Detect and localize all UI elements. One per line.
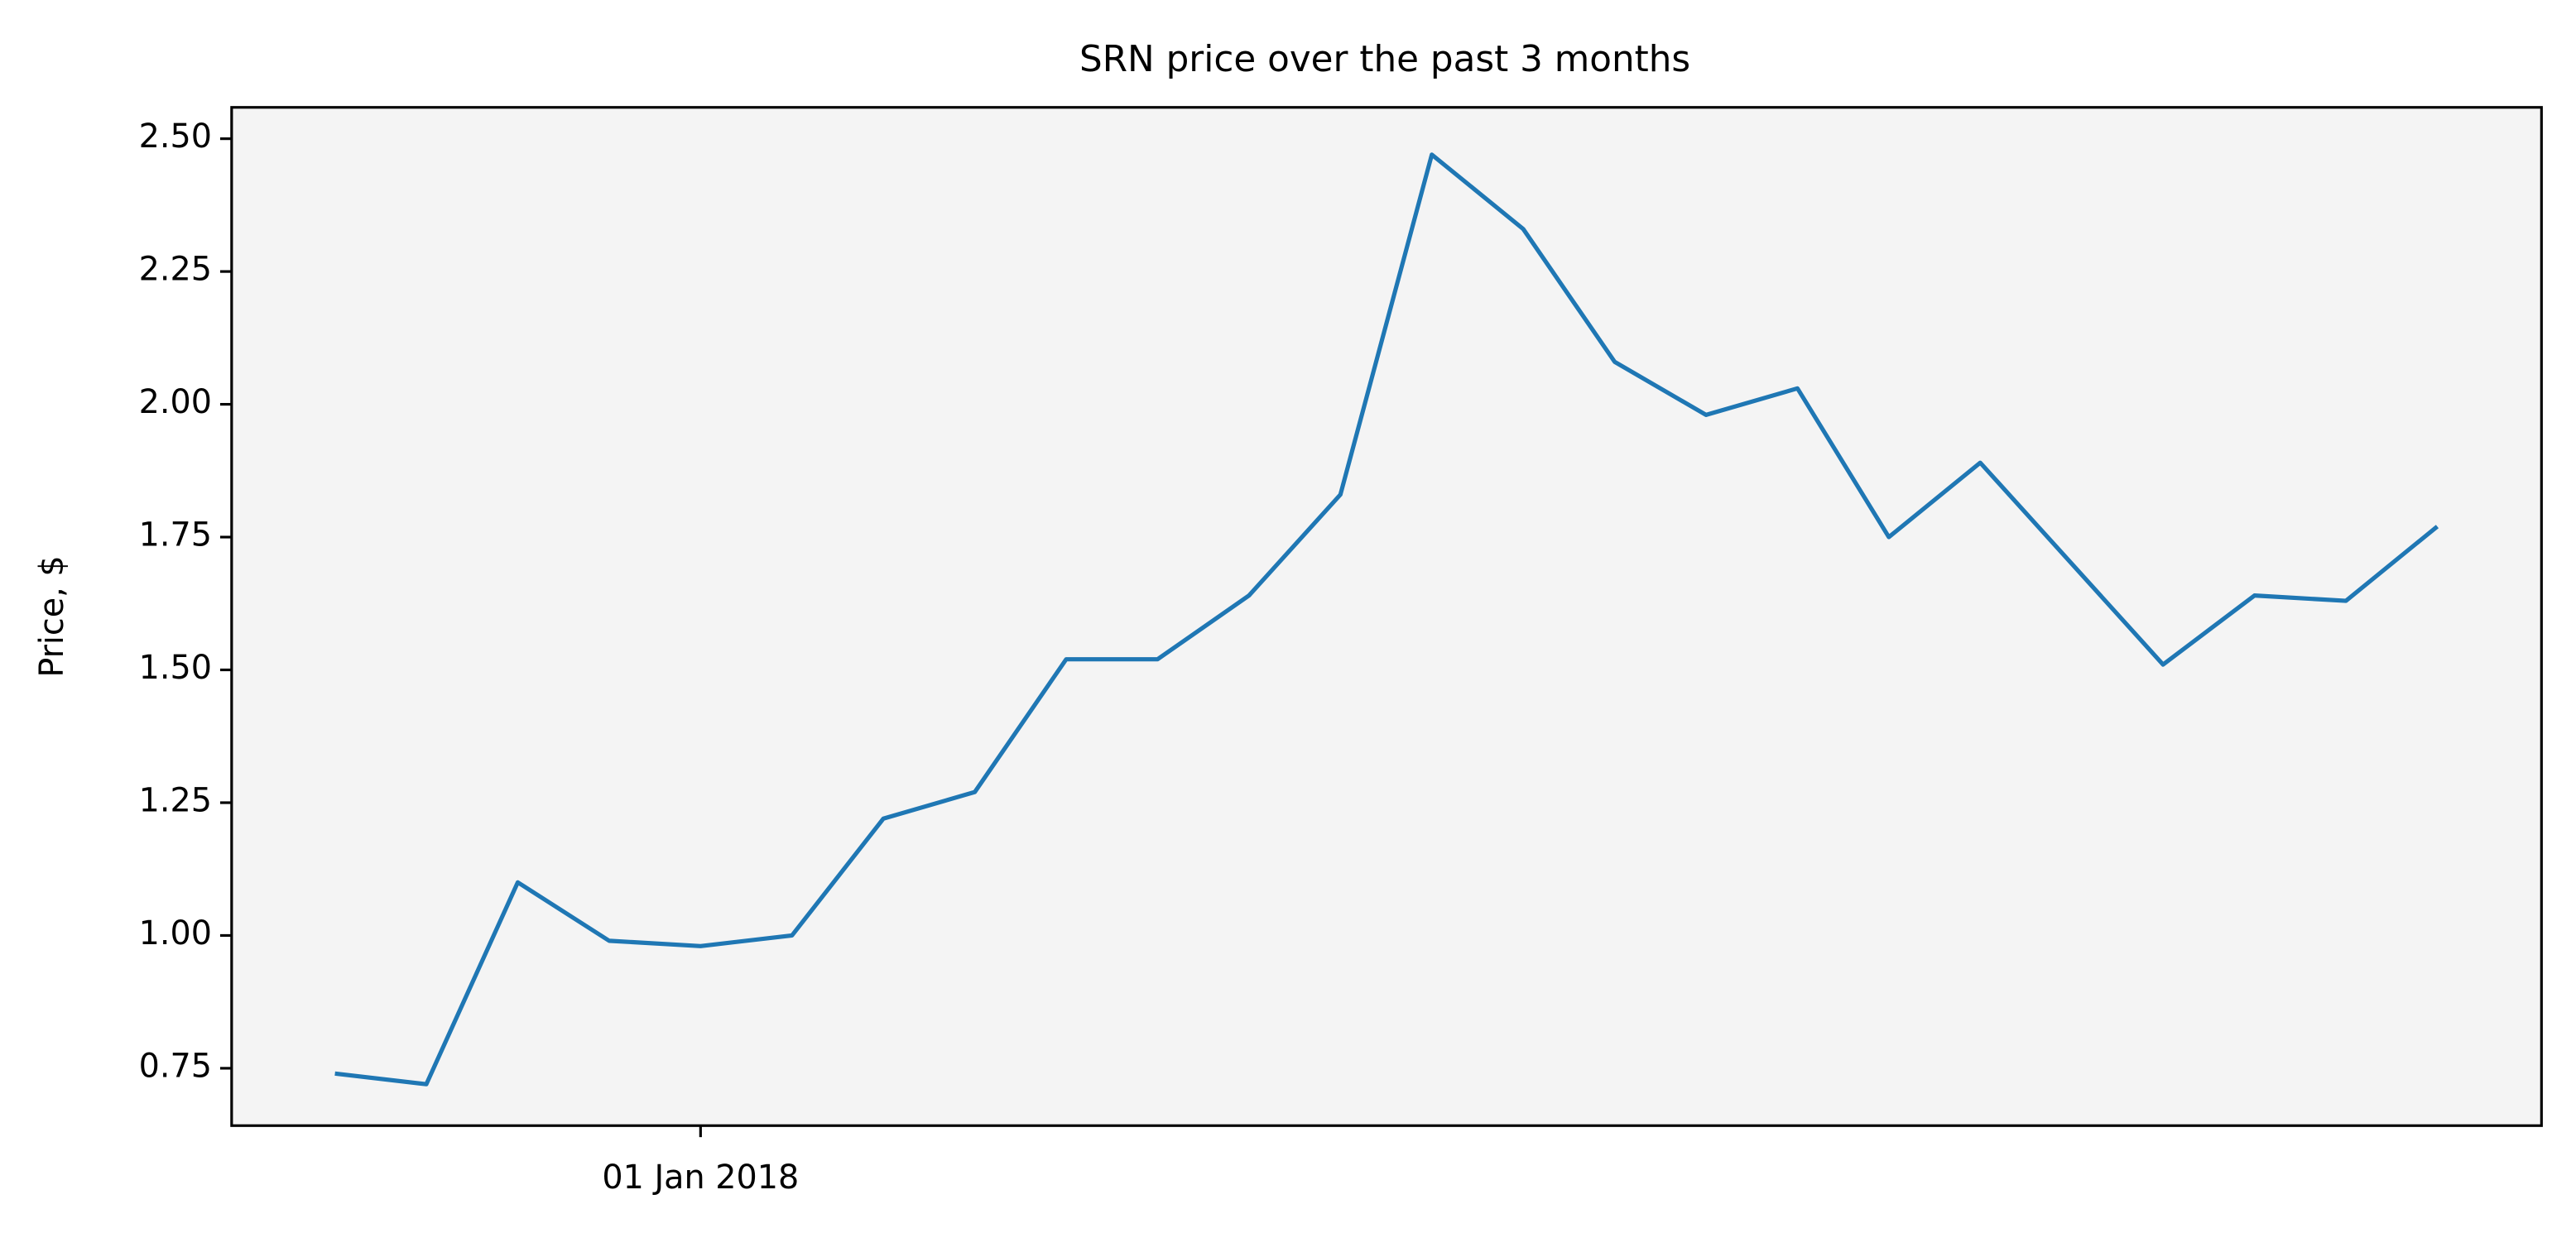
y-tick-label: 1.25 <box>139 781 212 819</box>
price-line <box>334 152 2439 1087</box>
y-tick-label: 1.75 <box>139 516 212 554</box>
y-tick-label: 2.25 <box>139 251 212 289</box>
plot-frame <box>230 106 2543 1127</box>
y-tick-label: 0.75 <box>139 1047 212 1085</box>
chart-title: SRN price over the past 3 months <box>1079 38 1690 80</box>
x-tick-label: 01 Jan 2018 <box>602 1159 799 1197</box>
plot-area <box>231 107 2542 1126</box>
y-tick-label: 2.00 <box>139 383 212 421</box>
y-tick-label: 1.00 <box>139 914 212 952</box>
y-tick-label: 2.50 <box>139 118 212 156</box>
y-tick-label: 1.50 <box>139 649 212 687</box>
y-axis-label: Price, $ <box>33 555 71 677</box>
